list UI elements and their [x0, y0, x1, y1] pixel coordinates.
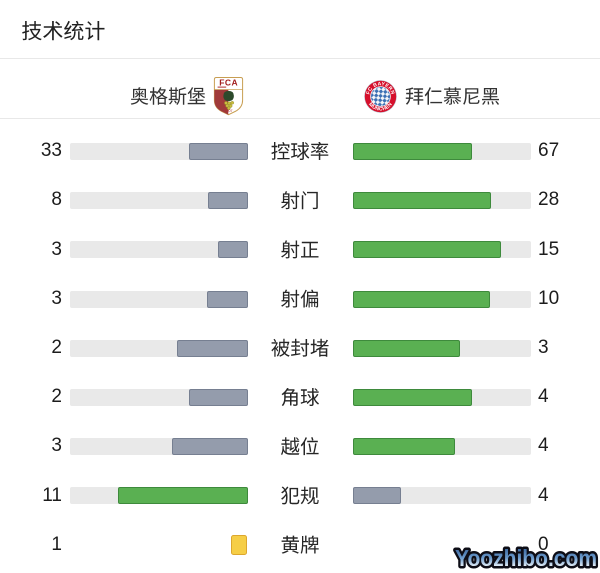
svg-text:MÜNCHEN: MÜNCHEN — [367, 101, 394, 112]
svg-text:Yoozhibo.com: Yoozhibo.com — [455, 545, 597, 571]
svg-text:FCA: FCA — [219, 78, 238, 88]
svg-text:1907: 1907 — [225, 109, 233, 113]
